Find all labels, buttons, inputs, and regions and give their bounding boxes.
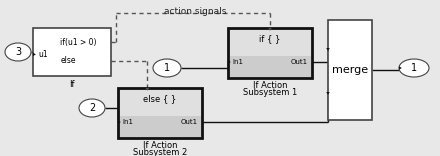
Text: Out1: Out1: [181, 119, 198, 125]
Text: Out1: Out1: [291, 59, 308, 65]
Polygon shape: [228, 60, 231, 64]
Polygon shape: [33, 53, 36, 56]
Polygon shape: [399, 66, 402, 70]
Bar: [120, 90, 201, 116]
Text: 3: 3: [15, 47, 21, 57]
Text: if { }: if { }: [259, 34, 281, 44]
Bar: [228, 28, 312, 78]
Text: Subsystem 1: Subsystem 1: [243, 88, 297, 97]
Polygon shape: [326, 92, 330, 95]
Text: else: else: [60, 56, 76, 65]
Text: In1: In1: [122, 119, 133, 125]
Text: u1: u1: [38, 50, 48, 59]
Text: else { }: else { }: [143, 95, 176, 103]
Polygon shape: [146, 88, 149, 91]
Text: 2: 2: [89, 103, 95, 113]
Text: Subsystem 2: Subsystem 2: [133, 148, 187, 156]
Text: if(u1 > 0): if(u1 > 0): [60, 38, 96, 47]
Text: merge: merge: [332, 65, 368, 75]
Bar: [230, 29, 311, 56]
Text: If: If: [69, 80, 75, 89]
Text: If Action: If Action: [253, 81, 287, 90]
Text: 1: 1: [164, 63, 170, 73]
Text: If Action: If Action: [143, 141, 177, 150]
Bar: [33, 28, 111, 76]
Ellipse shape: [153, 59, 181, 77]
Ellipse shape: [5, 43, 31, 61]
Text: action signals: action signals: [164, 7, 226, 16]
Polygon shape: [326, 48, 330, 51]
Text: 1: 1: [411, 63, 417, 73]
Ellipse shape: [79, 99, 105, 117]
Polygon shape: [118, 120, 121, 124]
Polygon shape: [268, 28, 272, 31]
Bar: [118, 88, 202, 138]
Ellipse shape: [399, 59, 429, 77]
Bar: [328, 20, 372, 120]
Text: In1: In1: [232, 59, 243, 65]
